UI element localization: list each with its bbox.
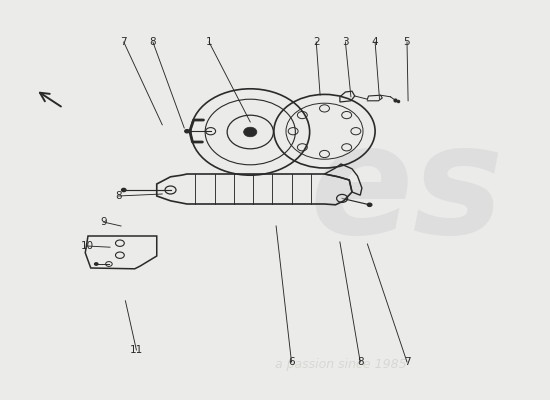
Circle shape xyxy=(185,130,189,133)
Text: 8: 8 xyxy=(357,357,364,367)
Circle shape xyxy=(95,263,98,265)
Text: 2: 2 xyxy=(313,37,320,47)
Text: 5: 5 xyxy=(404,37,410,47)
Text: 1: 1 xyxy=(206,37,212,47)
Text: a passion since 1985: a passion since 1985 xyxy=(275,358,407,371)
Text: 9: 9 xyxy=(100,217,107,227)
Text: 4: 4 xyxy=(372,37,378,47)
Text: 11: 11 xyxy=(130,345,143,355)
Text: 8: 8 xyxy=(115,191,122,201)
Text: 6: 6 xyxy=(288,357,295,367)
Circle shape xyxy=(122,188,126,192)
Text: 7: 7 xyxy=(120,37,127,47)
Circle shape xyxy=(244,127,257,137)
Circle shape xyxy=(367,203,372,206)
Text: 8: 8 xyxy=(150,37,156,47)
Text: 7: 7 xyxy=(404,357,410,367)
Text: 3: 3 xyxy=(342,37,349,47)
Text: es: es xyxy=(310,118,504,266)
Text: 10: 10 xyxy=(80,241,94,251)
